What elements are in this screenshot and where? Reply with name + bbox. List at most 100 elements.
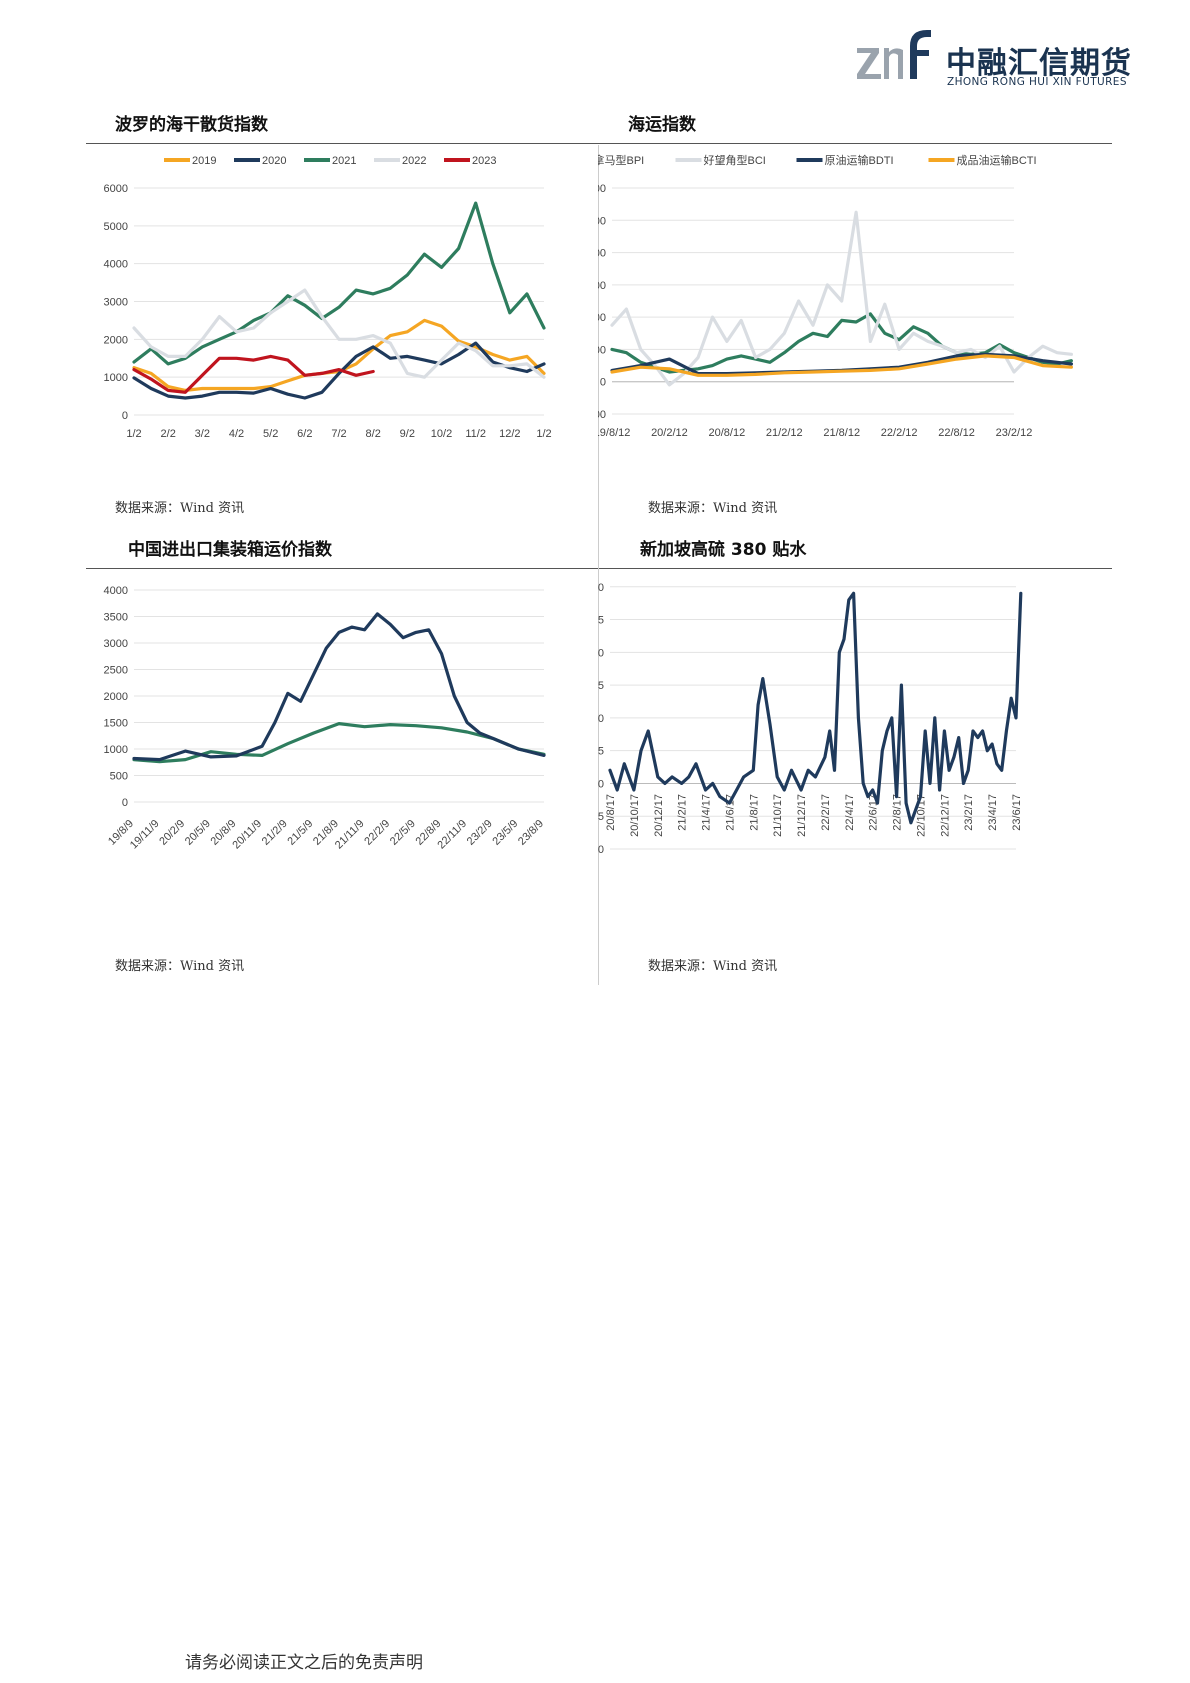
- y-tick-label: -2000: [598, 409, 606, 421]
- legend-entry: 2023: [444, 155, 496, 167]
- shipping-index-chart: -2000 0 2000 4000 6000 8000 10000 12000 19/8/12 2…: [598, 153, 1073, 439]
- y-tick-label: 12000: [598, 183, 606, 195]
- legend-entry: 巴拿马型BPI: [598, 153, 644, 167]
- x-tick-label: 22/12/17: [939, 794, 951, 837]
- x-tick-label: 22/2/9: [362, 818, 392, 848]
- x-tick-label: 22/4/17: [844, 794, 856, 831]
- legend-entry: 2022: [374, 155, 426, 167]
- brand-name-cn: 中融汇信期货: [946, 46, 1132, 81]
- legend-entry: 好望角型BCI: [675, 153, 766, 167]
- y-tick-label: 2000: [598, 344, 606, 356]
- x-tick-label: 23/2/9: [465, 818, 495, 848]
- x-tick-label: 6/2: [297, 428, 312, 440]
- x-tick-label: 22/10/17: [915, 794, 927, 837]
- y-tick-label: 2000: [104, 691, 128, 703]
- x-tick-label: 10/2: [431, 428, 452, 440]
- x-tick-label: 21/5/9: [285, 818, 315, 848]
- x-tick-label: 1/2: [126, 428, 141, 440]
- y-tick-label: 5000: [104, 221, 128, 233]
- x-tick-label: 1/2: [536, 428, 551, 440]
- y-tick-label: 10000: [598, 215, 606, 227]
- x-tick-label: 21/2/12: [766, 427, 803, 439]
- singapore-hsfo-chart: -10-50510152025303520/8/1720/10/1720/12/…: [598, 582, 1023, 856]
- series-line-2: [132, 612, 546, 762]
- x-tick-label: 20/2/9: [157, 818, 187, 848]
- series-line-1: [132, 722, 546, 764]
- x-tick-label: 23/4/17: [987, 794, 999, 831]
- x-tick-label: 22/11/9: [435, 818, 469, 852]
- footer-disclaimer: 请务必阅读正文之后的免责声明: [185, 1653, 423, 1673]
- y-tick-label: 3000: [104, 297, 128, 309]
- y-tick-label: 4000: [104, 259, 128, 271]
- chart-title-container: 中国进出口集装箱运价指数: [128, 540, 332, 560]
- y-tick-label: 0: [600, 377, 606, 389]
- x-tick-label: 23/6/17: [1011, 794, 1023, 831]
- x-tick-label: 20/5/9: [183, 818, 213, 848]
- x-tick-label: 2/2: [161, 428, 176, 440]
- x-tick-label: 23/8/9: [516, 818, 546, 848]
- x-tick-label: 22/2/17: [820, 794, 832, 831]
- x-tick-label: 21/11/9: [333, 818, 367, 852]
- divider-top: [86, 143, 1112, 144]
- y-tick-label: 0: [122, 410, 128, 422]
- y-tick-label: 3000: [104, 638, 128, 650]
- x-tick-label: 5/2: [263, 428, 278, 440]
- y-tick-label: 2500: [104, 665, 128, 677]
- x-tick-label: 19/8/12: [598, 427, 630, 439]
- y-tick-label: 25: [598, 615, 604, 627]
- y-tick-label: -10: [598, 844, 604, 856]
- y-tick-label: 4000: [104, 585, 128, 597]
- x-tick-label: 12/2: [499, 428, 520, 440]
- chart-title-bdi: 波罗的海干散货指数: [115, 115, 268, 135]
- legend-label: 成品油运输BCTI: [957, 153, 1037, 167]
- source-note-container: 数据来源：Wind 资讯: [115, 959, 245, 974]
- series-line-1: [608, 591, 1023, 825]
- chart-title-singapore: 新加坡高硫 380 贴水: [640, 540, 807, 560]
- brand-name-en: ZHONG RONG HUI XIN FUTURES: [947, 76, 1127, 88]
- legend-label: 2023: [472, 155, 496, 167]
- y-tick-label: 1000: [104, 372, 128, 384]
- x-tick-label: 19/11/9: [128, 818, 162, 852]
- y-tick-label: 3500: [104, 612, 128, 624]
- x-tick-label: 8/2: [366, 428, 381, 440]
- x-tick-label: 4/2: [229, 428, 244, 440]
- legend-label: 好望角型BCI: [704, 153, 766, 167]
- x-tick-label: 9/2: [400, 428, 415, 440]
- y-tick-label: 0: [122, 797, 128, 809]
- source-note-singapore: 数据来源：Wind 资讯: [648, 959, 778, 974]
- x-tick-label: 23/2/17: [963, 794, 975, 831]
- y-tick-label: 30: [598, 582, 604, 594]
- source-note-shipping: 数据来源：Wind 资讯: [648, 501, 778, 516]
- y-tick-label: -5: [598, 811, 604, 823]
- y-tick-label: 500: [110, 771, 128, 783]
- y-tick-label: 1000: [104, 744, 128, 756]
- x-tick-label: 21/8/12: [823, 427, 860, 439]
- legend-label: 2021: [332, 155, 356, 167]
- znf-logo-icon: [857, 30, 931, 79]
- y-tick-label: 5: [598, 746, 604, 758]
- series-line-4: [132, 288, 546, 379]
- x-tick-label: 22/5/9: [388, 818, 418, 848]
- y-tick-label: 6000: [104, 183, 128, 195]
- y-tick-label: 15: [598, 680, 604, 692]
- legend-entry: 原油运输BDTI: [796, 153, 894, 167]
- series-line-2: [132, 341, 546, 400]
- x-tick-label: 7/2: [331, 428, 346, 440]
- y-tick-label: 0: [598, 778, 604, 790]
- x-tick-label: 21/4/17: [701, 794, 713, 831]
- x-tick-label: 20/2/12: [651, 427, 688, 439]
- x-tick-label: 21/12/17: [796, 794, 808, 837]
- x-tick-label: 23/5/9: [490, 818, 520, 848]
- legend-entry: 成品油运输BCTI: [928, 153, 1037, 167]
- x-tick-label: 21/2/9: [260, 818, 290, 848]
- legend-label: 2019: [192, 155, 216, 167]
- x-tick-label: 21/2/17: [677, 794, 689, 831]
- y-tick-label: 10: [598, 713, 604, 725]
- series-line-5: [132, 354, 375, 394]
- legend-label: 2020: [262, 155, 286, 167]
- y-tick-label: 4000: [598, 312, 606, 324]
- x-tick-label: 20/11/9: [230, 818, 264, 852]
- series-line-2: [610, 210, 1073, 387]
- x-tick-label: 22/8/12: [938, 427, 975, 439]
- y-tick-label: 20: [598, 647, 604, 659]
